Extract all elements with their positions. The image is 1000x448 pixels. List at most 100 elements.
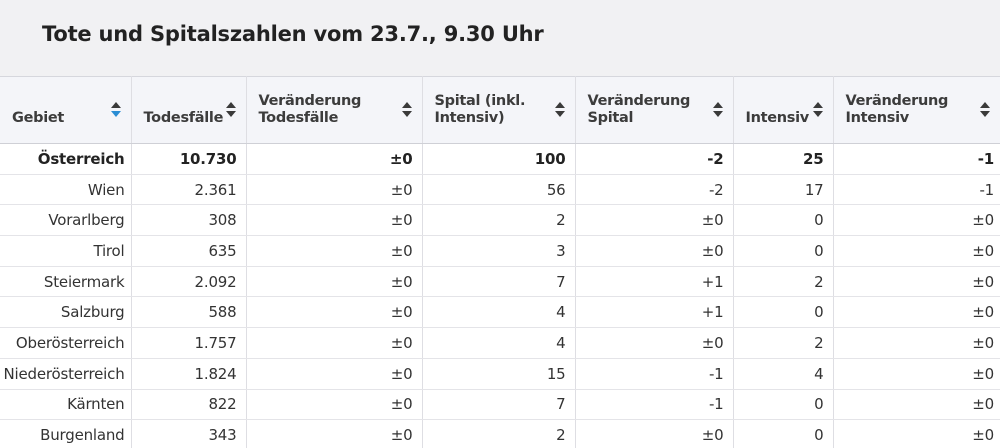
- cell-veraenderung-spital: ±0: [575, 419, 734, 448]
- cell-gebiet: Salzburg: [0, 296, 132, 329]
- cell-veraenderung-intensiv: ±0: [833, 204, 1000, 237]
- sort-icon[interactable]: [225, 102, 236, 119]
- cell-veraenderung-intensiv: ±0: [833, 358, 1000, 390]
- cell-gebiet: Steiermark: [0, 266, 132, 298]
- cell-veraenderung-todesfaelle: ±0: [246, 235, 423, 267]
- table-row-total: Österreich 10.730 ±0 100 -2 25 -1: [0, 143, 1000, 175]
- column-header-label: Spital (inkl. Intensiv): [434, 93, 526, 126]
- sort-icon[interactable]: [401, 102, 412, 119]
- column-header-label: Gebiet: [12, 110, 65, 126]
- cell-veraenderung-intensiv: -1: [833, 143, 1000, 175]
- cell-veraenderung-intensiv: ±0: [833, 327, 1000, 359]
- cell-gebiet: Oberösterreich: [0, 327, 132, 359]
- cell-intensiv: 4: [733, 358, 834, 390]
- cell-todesfaelle: 2.361: [131, 174, 247, 206]
- data-table: Gebiet Todesfälle Veränderung Todesfälle…: [0, 76, 1000, 448]
- cell-veraenderung-spital: ±0: [575, 204, 734, 237]
- cell-spital: 4: [422, 327, 576, 359]
- table-row: Oberösterreich 1.757 ±0 4 ±0 2 ±0: [0, 327, 1000, 359]
- cell-veraenderung-todesfaelle: ±0: [246, 358, 423, 390]
- column-header-veraenderung-spital[interactable]: Veränderung Spital: [575, 76, 734, 144]
- table-header-row: Gebiet Todesfälle Veränderung Todesfälle…: [0, 76, 1000, 144]
- cell-spital: 4: [422, 296, 576, 329]
- cell-spital: 2: [422, 204, 576, 237]
- cell-gebiet: Burgenland: [0, 419, 132, 448]
- cell-todesfaelle: 1.757: [131, 327, 247, 359]
- cell-todesfaelle: 822: [131, 389, 247, 421]
- column-header-label: Todesfälle: [143, 110, 224, 126]
- sort-icon[interactable]: [712, 102, 723, 119]
- cell-todesfaelle: 1.824: [131, 358, 247, 390]
- cell-gebiet: Niederösterreich: [0, 358, 132, 390]
- sort-icon[interactable]: [554, 102, 565, 119]
- cell-veraenderung-spital: ±0: [575, 235, 734, 267]
- column-header-todesfaelle[interactable]: Todesfälle: [131, 76, 247, 144]
- cell-veraenderung-spital: +1: [575, 296, 734, 329]
- cell-veraenderung-todesfaelle: ±0: [246, 143, 423, 175]
- cell-veraenderung-todesfaelle: ±0: [246, 419, 423, 448]
- cell-veraenderung-spital: -1: [575, 389, 734, 421]
- cell-veraenderung-todesfaelle: ±0: [246, 174, 423, 206]
- cell-todesfaelle: 10.730: [131, 143, 247, 175]
- cell-gebiet: Tirol: [0, 235, 132, 267]
- cell-todesfaelle: 343: [131, 419, 247, 448]
- table-row: Vorarlberg 308 ±0 2 ±0 0 ±0: [0, 204, 1000, 237]
- cell-veraenderung-spital: -2: [575, 174, 734, 206]
- cell-veraenderung-spital: ±0: [575, 327, 734, 359]
- sort-icon[interactable]: [980, 102, 990, 119]
- cell-veraenderung-spital: -1: [575, 358, 734, 390]
- column-header-veraenderung-intensiv[interactable]: Veränderung Intensiv: [833, 76, 1000, 144]
- cell-veraenderung-todesfaelle: ±0: [246, 266, 423, 298]
- cell-intensiv: 0: [733, 389, 834, 421]
- column-header-spital[interactable]: Spital (inkl. Intensiv): [422, 76, 576, 144]
- cell-veraenderung-spital: +1: [575, 266, 734, 298]
- cell-intensiv: 25: [733, 143, 834, 175]
- cell-intensiv: 0: [733, 204, 834, 237]
- cell-gebiet: Vorarlberg: [0, 204, 132, 237]
- column-header-veraenderung-todesfaelle[interactable]: Veränderung Todesfälle: [246, 76, 423, 144]
- cell-todesfaelle: 308: [131, 204, 247, 237]
- cell-intensiv: 2: [733, 327, 834, 359]
- cell-intensiv: 0: [733, 419, 834, 448]
- title-bar: Tote und Spitalszahlen vom 23.7., 9.30 U…: [0, 0, 1000, 76]
- cell-veraenderung-spital: -2: [575, 143, 734, 175]
- column-header-label: Intensiv: [745, 110, 810, 126]
- cell-spital: 3: [422, 235, 576, 267]
- cell-spital: 100: [422, 143, 576, 175]
- cell-spital: 56: [422, 174, 576, 206]
- cell-veraenderung-intensiv: ±0: [833, 266, 1000, 298]
- cell-veraenderung-todesfaelle: ±0: [246, 296, 423, 329]
- cell-veraenderung-intensiv: ±0: [833, 419, 1000, 448]
- cell-gebiet: Wien: [0, 174, 132, 206]
- cell-intensiv: 0: [733, 296, 834, 329]
- cell-veraenderung-todesfaelle: ±0: [246, 327, 423, 359]
- table-row: Burgenland 343 ±0 2 ±0 0 ±0: [0, 419, 1000, 448]
- column-header-label: Veränderung Todesfälle: [258, 93, 362, 126]
- column-header-intensiv[interactable]: Intensiv: [733, 76, 834, 144]
- cell-spital: 15: [422, 358, 576, 390]
- sort-icon[interactable]: [812, 102, 823, 119]
- cell-spital: 7: [422, 266, 576, 298]
- cell-veraenderung-intensiv: ±0: [833, 389, 1000, 421]
- column-header-label: Veränderung Intensiv: [845, 93, 949, 126]
- cell-gebiet: Kärnten: [0, 389, 132, 421]
- cell-gebiet: Österreich: [0, 143, 132, 175]
- cell-intensiv: 2: [733, 266, 834, 298]
- cell-intensiv: 0: [733, 235, 834, 267]
- cell-spital: 7: [422, 389, 576, 421]
- table-row: Tirol 635 ±0 3 ±0 0 ±0: [0, 235, 1000, 267]
- column-header-gebiet[interactable]: Gebiet: [0, 76, 132, 144]
- table-row: Niederösterreich 1.824 ±0 15 -1 4 ±0: [0, 358, 1000, 390]
- cell-veraenderung-intensiv: ±0: [833, 235, 1000, 267]
- table-row: Salzburg 588 ±0 4 +1 0 ±0: [0, 296, 1000, 329]
- cell-veraenderung-todesfaelle: ±0: [246, 389, 423, 421]
- table-row: Kärnten 822 ±0 7 -1 0 ±0: [0, 389, 1000, 421]
- cell-veraenderung-intensiv: -1: [833, 174, 1000, 206]
- cell-veraenderung-intensiv: ±0: [833, 296, 1000, 329]
- cell-todesfaelle: 2.092: [131, 266, 247, 298]
- page-title: Tote und Spitalszahlen vom 23.7., 9.30 U…: [42, 22, 544, 46]
- cell-todesfaelle: 588: [131, 296, 247, 329]
- sort-icon[interactable]: [110, 102, 121, 119]
- table-row: Wien 2.361 ±0 56 -2 17 -1: [0, 174, 1000, 206]
- table-row: Steiermark 2.092 ±0 7 +1 2 ±0: [0, 266, 1000, 298]
